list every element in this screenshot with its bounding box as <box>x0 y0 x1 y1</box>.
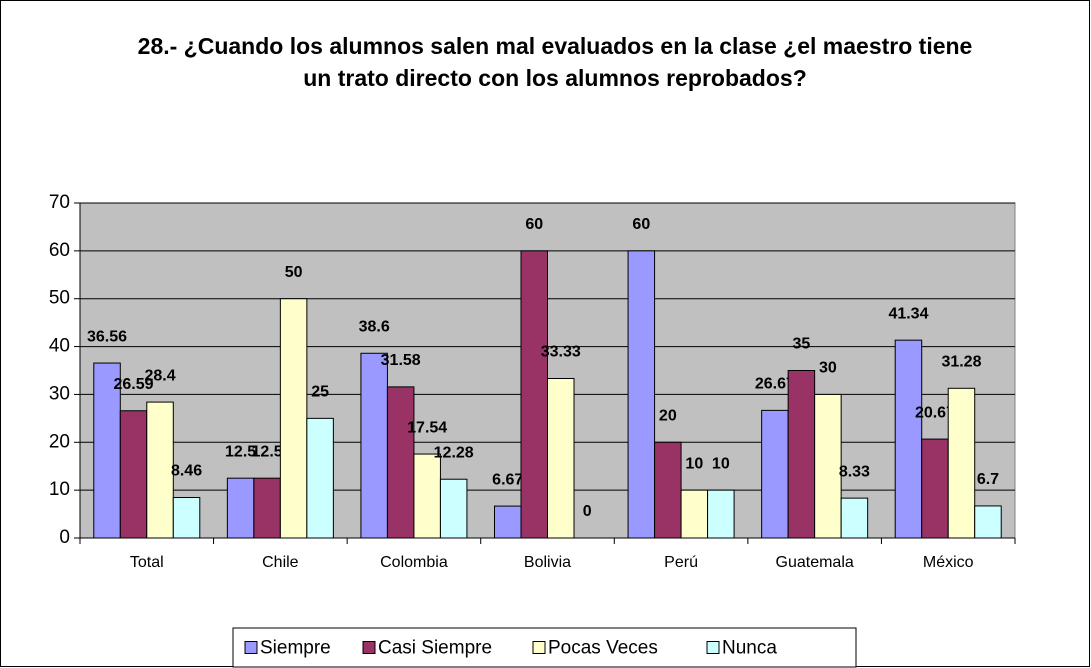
data-label: 8.33 <box>839 463 870 480</box>
data-label: 41.34 <box>888 305 928 322</box>
x-tick-label: Bolivia <box>524 554 571 571</box>
bar <box>279 298 308 539</box>
data-label: 10 <box>712 455 730 472</box>
y-tick-label: 40 <box>49 336 70 357</box>
x-tick-label: Guatemala <box>776 554 854 571</box>
data-label: 12.28 <box>434 444 474 461</box>
bar <box>761 409 789 539</box>
data-label: 0 <box>583 503 592 520</box>
data-label: 50 <box>285 264 303 281</box>
data-label: 30 <box>819 360 837 377</box>
legend-swatch <box>532 641 546 654</box>
data-label: 31.28 <box>941 354 981 371</box>
data-label: 20.67 <box>915 404 955 421</box>
legend-label: Pocas Veces <box>548 638 658 659</box>
data-label: 60 <box>632 216 650 233</box>
legend-swatch <box>362 641 376 654</box>
bar <box>386 386 415 539</box>
data-label: 38.6 <box>359 318 390 335</box>
bar <box>921 438 949 539</box>
data-label: 17.54 <box>407 419 447 436</box>
bar <box>172 497 201 539</box>
legend-swatch <box>244 641 258 654</box>
bar <box>119 410 148 539</box>
legend-label: Nunca <box>722 638 777 659</box>
y-tick-label: 0 <box>59 527 70 548</box>
data-label: 8.46 <box>171 463 202 480</box>
legend-swatch <box>706 641 720 654</box>
bar <box>654 441 682 539</box>
bar <box>360 352 388 539</box>
bar <box>974 505 1002 539</box>
data-label: 28.4 <box>144 367 175 384</box>
y-tick-label: 10 <box>49 479 70 500</box>
x-tick-label: Total <box>130 554 164 571</box>
bar <box>253 477 281 539</box>
data-label: 36.56 <box>87 328 127 345</box>
data-label: 12.5 <box>225 443 256 460</box>
bar <box>947 387 976 539</box>
y-tick-label: 60 <box>49 240 70 261</box>
bar <box>306 417 334 539</box>
x-tick-label: México <box>923 554 974 571</box>
bar <box>707 489 735 539</box>
bar <box>226 477 255 539</box>
x-tick-label: Perú <box>664 554 698 571</box>
data-label: 10 <box>685 455 703 472</box>
y-tick-label: 50 <box>49 288 70 309</box>
x-tick-label: Colombia <box>380 554 448 571</box>
data-label: 20 <box>659 408 677 425</box>
data-label: 60 <box>525 216 543 233</box>
data-label: 6.7 <box>977 471 999 488</box>
x-tick-label: Chile <box>262 554 299 571</box>
bar <box>93 362 121 539</box>
y-tick-label: 70 <box>49 192 70 213</box>
bar <box>146 401 174 539</box>
bar <box>627 250 656 539</box>
bar <box>413 453 441 539</box>
data-label: 12.5 <box>252 443 283 460</box>
data-label: 31.58 <box>381 352 421 369</box>
data-label: 25 <box>311 384 329 401</box>
data-label: 26.67 <box>755 376 795 393</box>
chart-title: 28.- ¿Cuando los alumnos salen mal evalu… <box>137 33 973 91</box>
bar <box>787 370 816 539</box>
bar <box>547 377 575 539</box>
data-label: 26.59 <box>114 376 154 393</box>
bar <box>840 497 869 539</box>
bar <box>439 478 468 539</box>
legend-label: Siempre <box>260 638 331 659</box>
bar <box>680 489 709 539</box>
bar <box>894 339 923 539</box>
data-label: 6.67 <box>492 471 523 488</box>
data-label: 35 <box>792 336 810 353</box>
bar <box>494 505 522 539</box>
y-tick-label: 30 <box>49 383 70 404</box>
data-label: 33.33 <box>541 344 581 361</box>
y-tick-label: 20 <box>49 431 70 452</box>
bar <box>814 393 842 539</box>
legend-label: Casi Siempre <box>378 638 492 659</box>
bar <box>520 250 548 539</box>
